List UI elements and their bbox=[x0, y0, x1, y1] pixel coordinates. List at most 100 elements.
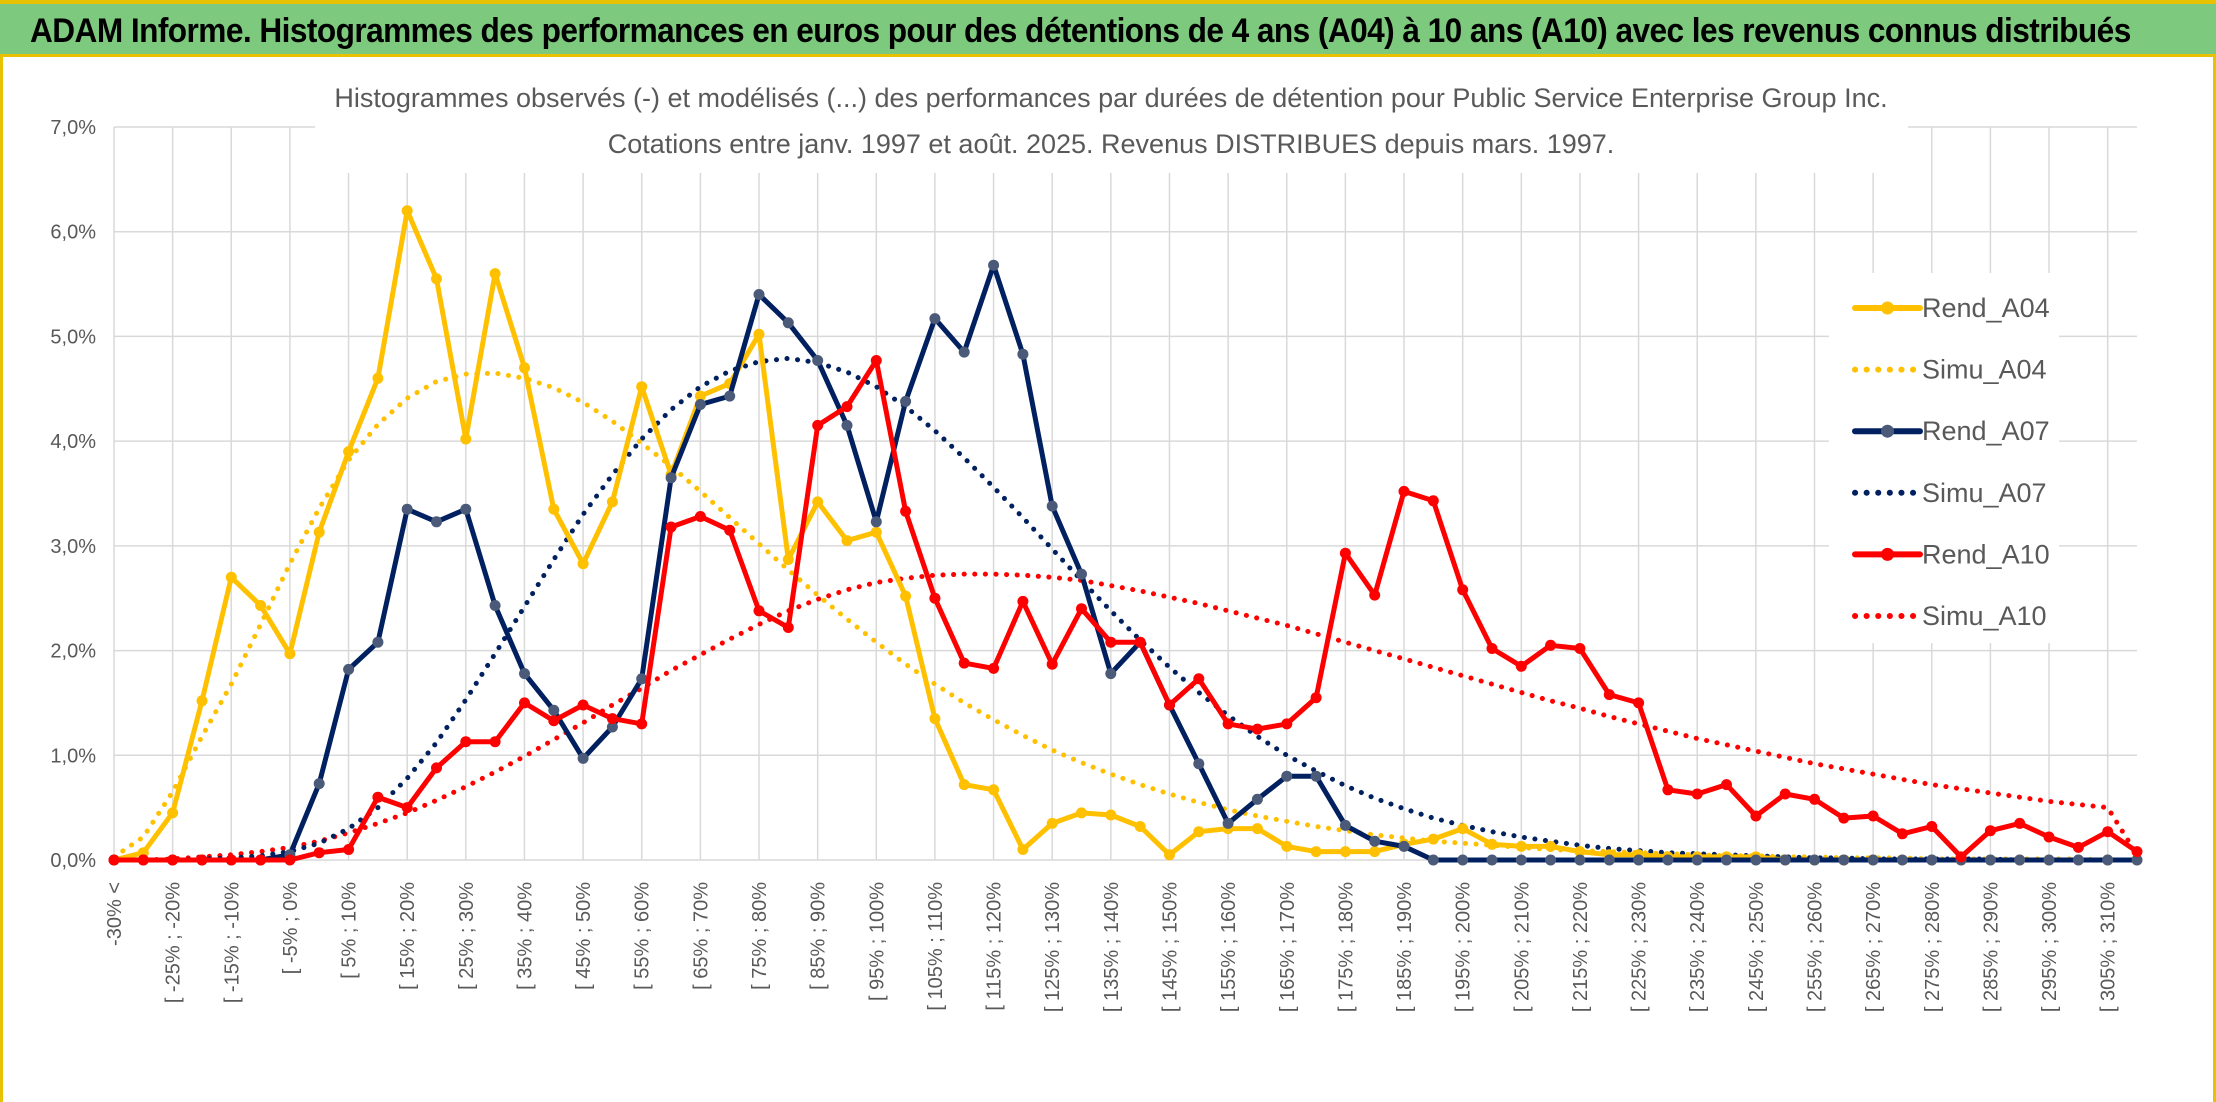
rend-a07-point bbox=[1398, 840, 1410, 852]
rend-a07-point bbox=[900, 395, 912, 407]
x-tick-label: [ 155% ; 160% bbox=[1218, 882, 1240, 1012]
rend-a10-point bbox=[724, 524, 736, 536]
rend-a07-point bbox=[1310, 770, 1322, 782]
legend-rend-a10-label: Rend_A10 bbox=[1922, 539, 2050, 569]
rend-a07-point bbox=[1545, 854, 1557, 866]
x-tick-label: [ 265% ; 270% bbox=[1863, 882, 1885, 1012]
rend-a04-point bbox=[313, 526, 325, 538]
rend-a07-point bbox=[1076, 568, 1087, 580]
rend-a04-point bbox=[1134, 821, 1146, 832]
x-tick-label: [ 135% ; 140% bbox=[1101, 882, 1123, 1012]
rend-a10-point bbox=[372, 791, 384, 803]
performance-histogram-chart: Histogrammes observés (-) et modélisés (… bbox=[50, 63, 2143, 1012]
rend-a07-point bbox=[519, 668, 530, 680]
rend-a10-point bbox=[1721, 779, 1732, 791]
chart-subtitle: Cotations entre janv. 1997 et août. 2025… bbox=[608, 129, 1615, 159]
x-tick-label: [ 195% ; 200% bbox=[1453, 882, 1475, 1012]
legend-rend-a07-label: Rend_A07 bbox=[1922, 416, 2050, 446]
x-tick-label: [ 115% ; 120% bbox=[984, 882, 1006, 1011]
x-tick-label: [ 75% ; 80% bbox=[749, 882, 771, 990]
x-tick-label: [ 165% ; 170% bbox=[1277, 882, 1299, 1012]
rend-a04-point bbox=[1339, 846, 1351, 858]
rend-a04-point bbox=[489, 268, 501, 280]
rend-a04-point bbox=[606, 496, 618, 508]
rend-a07-point bbox=[1193, 758, 1205, 770]
rend-a04-point bbox=[988, 784, 1000, 796]
rend-a10-point bbox=[1984, 825, 1996, 837]
rend-a07-point bbox=[343, 663, 355, 675]
legend: Rend_A04 Simu_A04 Rend_A07 Simu_A07 Rend_A10… bbox=[1829, 273, 2059, 643]
rend-a10-point bbox=[1251, 723, 1263, 735]
rend-a07-point bbox=[694, 399, 706, 410]
rend-a07-point bbox=[489, 600, 501, 611]
x-tick-label: [ 285% ; 290% bbox=[1980, 882, 2002, 1012]
rend-a07-point bbox=[577, 752, 589, 764]
rend-a10-point bbox=[1398, 485, 1410, 497]
rend-a10-point bbox=[460, 736, 472, 748]
rend-a04-point bbox=[870, 526, 882, 538]
rend-a04-point bbox=[636, 381, 648, 393]
rend-a10-point bbox=[1750, 810, 1762, 822]
rend-a04-point bbox=[577, 558, 589, 570]
rend-a10-point bbox=[1545, 639, 1557, 651]
rend-a10-point bbox=[2102, 826, 2114, 838]
rend-a07-point bbox=[665, 472, 677, 484]
x-tick-label: [ 5% ; 10% bbox=[339, 882, 361, 979]
legend-simu-a10-label: Simu_A10 bbox=[1922, 601, 2047, 631]
rend-a07-point bbox=[313, 778, 325, 790]
rend-a10-point bbox=[108, 854, 120, 866]
rend-a10-point bbox=[870, 355, 882, 366]
rend-a04-point bbox=[372, 372, 384, 384]
x-tick-label: [ 185% ; 190% bbox=[1394, 882, 1416, 1012]
rend-a07-point bbox=[1721, 854, 1732, 866]
rend-a07-point bbox=[1691, 854, 1703, 866]
report-banner: ADAM Informe. Histogrammes des performan… bbox=[0, 0, 2216, 57]
rend-a07-point bbox=[2131, 854, 2143, 866]
rend-a07-point bbox=[1486, 854, 1498, 866]
x-tick-label: [ 305% ; 310% bbox=[2098, 882, 2120, 1012]
rend-a04-point bbox=[1457, 823, 1469, 835]
x-tick-label: [ 205% ; 210% bbox=[1511, 882, 1533, 1012]
rend-a10-point bbox=[1281, 718, 1293, 730]
rend-a10-point bbox=[1515, 660, 1527, 672]
chart-frame: Histogrammes observés (-) et modélisés (… bbox=[0, 57, 2216, 1102]
x-tick-label: [ -5% ; 0% bbox=[280, 882, 302, 974]
rend-a04-point bbox=[431, 273, 442, 285]
rend-a04-point bbox=[225, 571, 237, 583]
rend-a07-point bbox=[724, 390, 736, 402]
rend-a07-point bbox=[1926, 854, 1938, 866]
rend-a07-point bbox=[1779, 854, 1791, 866]
rend-a07-point bbox=[1457, 854, 1469, 866]
y-tick-label: 0,0% bbox=[50, 850, 96, 872]
rend-a10-point bbox=[284, 854, 296, 866]
rend-a04-point bbox=[958, 779, 970, 791]
rend-a07-point bbox=[1251, 793, 1263, 805]
rend-a07-point bbox=[1838, 854, 1850, 866]
rend-a07-point bbox=[1867, 854, 1879, 866]
rend-a10-point bbox=[782, 622, 794, 633]
rend-a04-point bbox=[255, 600, 267, 611]
rend-a07-point bbox=[1984, 854, 1996, 866]
rend-a10-point bbox=[753, 605, 765, 617]
rend-a10-point bbox=[665, 521, 677, 533]
rend-a07-point bbox=[1750, 854, 1762, 866]
x-tick-label: [ 25% ; 30% bbox=[456, 882, 478, 990]
rend-a04-point bbox=[1251, 823, 1263, 835]
rend-a07-point bbox=[2014, 854, 2026, 866]
rend-a10-point bbox=[958, 657, 970, 669]
rend-a04-point bbox=[1046, 817, 1058, 829]
rend-a07-point bbox=[870, 516, 882, 528]
rend-a04-point bbox=[1486, 838, 1498, 850]
rend-a04-point bbox=[1369, 846, 1381, 858]
x-tick-label: [ 105% ; 110% bbox=[925, 882, 947, 1011]
rend-a10-point bbox=[929, 592, 941, 604]
rend-a10-point bbox=[1427, 495, 1439, 507]
rend-a10-point bbox=[1926, 821, 1938, 832]
rend-a07-point bbox=[753, 289, 765, 300]
rend-a10-point bbox=[255, 854, 267, 866]
rend-a10-point bbox=[225, 854, 237, 866]
rend-a10-point bbox=[1339, 547, 1351, 559]
rend-a07-point bbox=[1017, 348, 1029, 360]
rend-a04-point bbox=[1515, 840, 1527, 852]
x-tick-label: [ 55% ; 60% bbox=[632, 882, 654, 990]
